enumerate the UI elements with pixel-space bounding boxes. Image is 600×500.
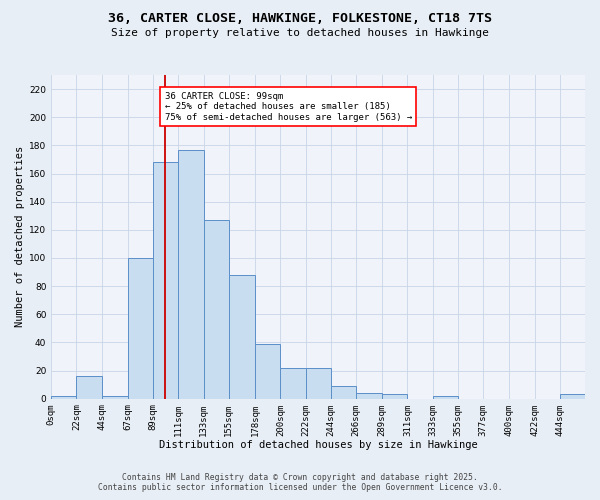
- Bar: [178, 150, 203, 398]
- Bar: [433, 396, 458, 398]
- Text: Contains HM Land Registry data © Crown copyright and database right 2025.
Contai: Contains HM Land Registry data © Crown c…: [98, 473, 502, 492]
- Bar: [76, 376, 101, 398]
- Bar: [331, 386, 356, 398]
- Bar: [101, 396, 128, 398]
- Bar: [280, 368, 305, 398]
- Text: 36 CARTER CLOSE: 99sqm
← 25% of detached houses are smaller (185)
75% of semi-de: 36 CARTER CLOSE: 99sqm ← 25% of detached…: [164, 92, 412, 122]
- Bar: [382, 394, 407, 398]
- Bar: [255, 344, 280, 399]
- Bar: [51, 396, 76, 398]
- Bar: [356, 393, 382, 398]
- X-axis label: Distribution of detached houses by size in Hawkinge: Distribution of detached houses by size …: [159, 440, 478, 450]
- Bar: [229, 275, 255, 398]
- Text: Size of property relative to detached houses in Hawkinge: Size of property relative to detached ho…: [111, 28, 489, 38]
- Y-axis label: Number of detached properties: Number of detached properties: [15, 146, 25, 328]
- Bar: [560, 394, 585, 398]
- Text: 36, CARTER CLOSE, HAWKINGE, FOLKESTONE, CT18 7TS: 36, CARTER CLOSE, HAWKINGE, FOLKESTONE, …: [108, 12, 492, 26]
- Bar: [203, 220, 229, 398]
- Bar: [153, 162, 178, 398]
- Bar: [305, 368, 331, 398]
- Bar: [128, 258, 153, 398]
